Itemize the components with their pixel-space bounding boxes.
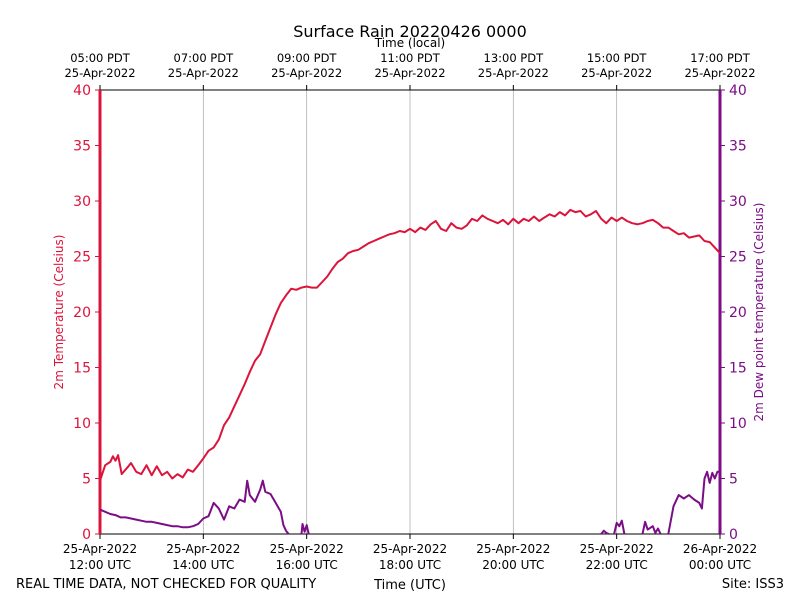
dewpoint-line-segment — [667, 470, 720, 535]
right-tick-label: 20 — [729, 305, 747, 321]
right-tick-label: 15 — [729, 361, 747, 377]
x-tick-time: 16:00 UTC — [276, 558, 338, 572]
left-tick-label: 10 — [73, 416, 91, 432]
x-tick-date: 25-Apr-2022 — [580, 542, 654, 556]
x-tick-date: 25-Apr-2022 — [476, 542, 550, 556]
quality-disclaimer: REAL TIME DATA, NOT CHECKED FOR QUALITY — [16, 577, 316, 592]
right-tick-label: 35 — [729, 139, 747, 155]
x-tick-date: 25-Apr-2022 — [63, 542, 137, 556]
left-tick-label: 0 — [82, 527, 91, 543]
x-axis-label: Time (UTC) — [373, 578, 446, 593]
dewpoint-line-segment — [99, 479, 290, 535]
left-axis-label: 2m Temperature (Celsius) — [52, 235, 66, 390]
x-tick-time: 18:00 UTC — [379, 558, 441, 572]
top-tick-time: 17:00 PDT — [690, 51, 751, 65]
top-tick-date: 25-Apr-2022 — [271, 66, 342, 80]
top-tick-date: 25-Apr-2022 — [64, 66, 135, 80]
x-tick-date: 25-Apr-2022 — [166, 542, 240, 556]
top-tick-time: 13:00 PDT — [484, 51, 545, 65]
top-tick-time: 07:00 PDT — [174, 51, 235, 65]
dewpoint-line-segment — [641, 520, 662, 535]
x-tick-time: 14:00 UTC — [172, 558, 234, 572]
vertical-grid — [202, 90, 618, 534]
x-ticks: 25-Apr-2022 12:00 UTC 25-Apr-2022 14:00 UTC… — [63, 51, 757, 572]
x-tick-time: 00:00 UTC — [689, 558, 751, 572]
left-tick-label: 15 — [73, 361, 91, 377]
top-tick-time: 05:00 PDT — [70, 51, 131, 65]
left-tick-label: 25 — [73, 250, 91, 266]
top-axis-label: Time (local) — [374, 36, 446, 50]
right-tick-label: 5 — [729, 472, 738, 488]
left-tick-label: 40 — [73, 83, 91, 99]
top-tick-time: 15:00 PDT — [587, 51, 648, 65]
left-tick-label: 5 — [82, 472, 91, 488]
right-tick-label: 40 — [729, 83, 747, 99]
left-tick-label: 35 — [73, 139, 91, 155]
right-axis-label: 2m Dew point temperature (Celsius) — [752, 203, 766, 422]
right-tick-label: 10 — [729, 416, 747, 432]
series-group — [99, 208, 721, 535]
top-tick-date: 25-Apr-2022 — [168, 66, 239, 80]
top-tick-date: 25-Apr-2022 — [684, 66, 755, 80]
site-label: Site: ISS3 — [722, 577, 784, 592]
y-ticks: 0 0 5 5 10 10 15 15 20 20 25 25 30 30 35 35 40 40 — [73, 83, 747, 543]
top-tick-date: 25-Apr-2022 — [478, 66, 549, 80]
x-tick-time: 22:00 UTC — [586, 558, 648, 572]
dewpoint-line-segment — [300, 523, 310, 535]
dewpoint-line-segment — [613, 519, 626, 535]
temperature-line — [99, 208, 721, 482]
dewpoint-line-segment — [600, 529, 610, 535]
x-tick-time: 20:00 UTC — [482, 558, 544, 572]
left-tick-label: 30 — [73, 194, 91, 210]
top-tick-date: 25-Apr-2022 — [374, 66, 445, 80]
x-tick-date: 25-Apr-2022 — [373, 542, 447, 556]
right-tick-label: 25 — [729, 250, 747, 266]
x-tick-date: 26-Apr-2022 — [683, 542, 757, 556]
chart-title: Surface Rain 20220426 0000 — [293, 22, 527, 41]
right-tick-label: 30 — [729, 194, 747, 210]
top-tick-time: 09:00 PDT — [277, 51, 338, 65]
x-tick-time: 12:00 UTC — [69, 558, 131, 572]
left-tick-label: 20 — [73, 305, 91, 321]
top-tick-date: 25-Apr-2022 — [581, 66, 652, 80]
x-tick-date: 25-Apr-2022 — [270, 542, 344, 556]
right-tick-label: 0 — [729, 527, 738, 543]
top-tick-time: 11:00 PDT — [380, 51, 441, 65]
